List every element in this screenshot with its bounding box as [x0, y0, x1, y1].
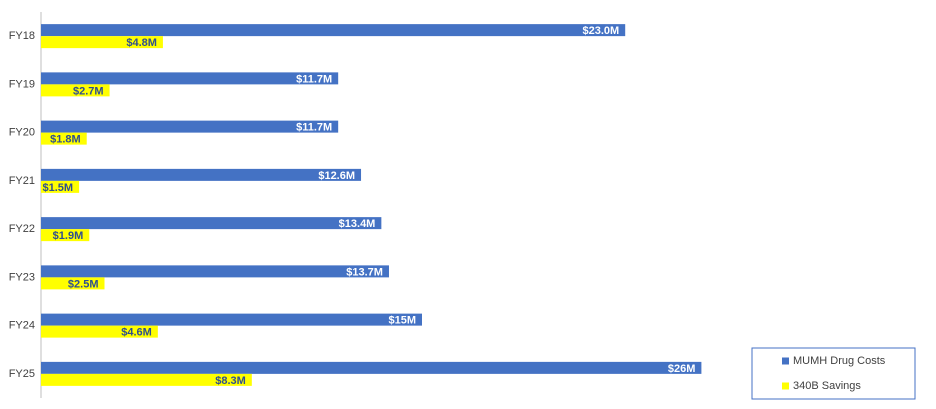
value-label: $2.5M: [68, 278, 99, 290]
bar: [41, 132, 87, 145]
y-tick-label: FY25: [9, 368, 35, 380]
y-tick-label: FY24: [9, 320, 35, 332]
y-tick-label: FY23: [9, 271, 35, 283]
value-label: $12.6M: [318, 170, 355, 182]
bar: [41, 217, 382, 230]
bar: [41, 313, 422, 326]
bar: [41, 168, 362, 181]
y-tick-label: FY20: [9, 127, 35, 139]
value-label: $4.6M: [121, 327, 152, 339]
bar: [41, 36, 163, 49]
value-label: $23.0M: [582, 25, 619, 37]
value-label: $1.9M: [53, 230, 84, 242]
y-tick-label: FY19: [9, 78, 35, 90]
legend-label: 340B Savings: [793, 380, 861, 392]
value-label: $13.4M: [339, 218, 376, 230]
bar: [41, 180, 80, 193]
bar: [41, 24, 626, 37]
bar: [41, 84, 110, 97]
value-label: $26M: [668, 363, 696, 375]
value-label: $11.7M: [296, 73, 332, 85]
value-label: $2.7M: [73, 85, 104, 97]
value-label: $15M: [388, 315, 416, 327]
bar: [41, 265, 389, 278]
y-tick-label: FY18: [9, 30, 35, 42]
legend-box: [751, 347, 916, 400]
value-label: $4.8M: [126, 37, 157, 49]
value-label: $1.8M: [50, 134, 81, 146]
bar: [41, 373, 252, 386]
bar: [41, 325, 158, 338]
y-tick-label: FY21: [9, 175, 35, 187]
value-label: $8.3M: [215, 375, 246, 387]
value-label: $11.7M: [296, 122, 332, 134]
bar: [41, 120, 339, 133]
bar: [41, 361, 702, 374]
bar: [41, 72, 339, 85]
y-tick-label: FY22: [9, 223, 35, 235]
value-label: $1.5M: [43, 182, 74, 194]
value-label: $13.7M: [346, 266, 383, 278]
bar: [41, 229, 90, 242]
legend-label: MUMH Drug Costs: [793, 355, 886, 367]
bar: [41, 277, 105, 290]
legend-swatch: [782, 382, 789, 390]
legend-swatch: [782, 357, 789, 365]
